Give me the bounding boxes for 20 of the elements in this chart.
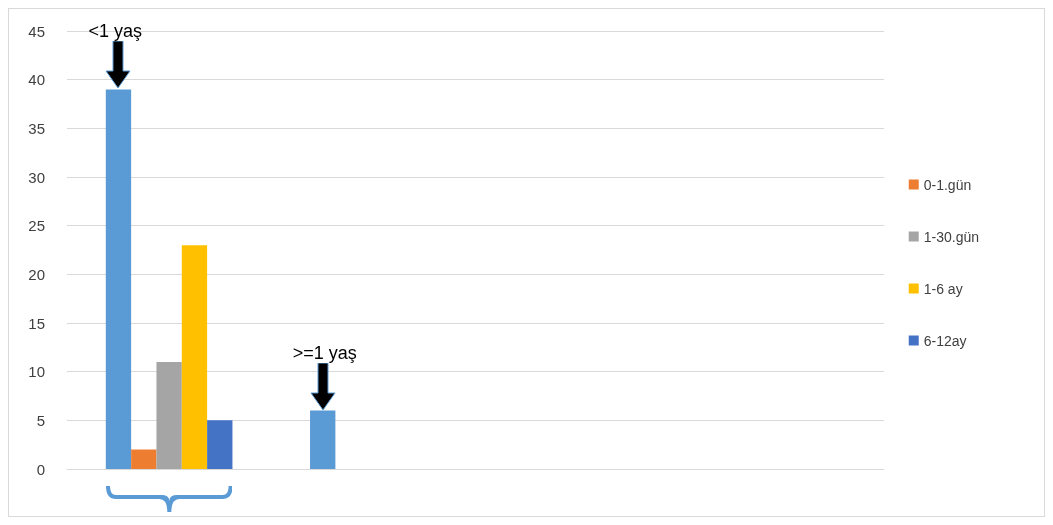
y-tick-label: 30 [28, 168, 45, 186]
bar [207, 420, 233, 469]
y-tick-label: 15 [28, 314, 45, 332]
legend-label: 1-30.gün [923, 228, 980, 245]
legend-label: 0-1.gün [923, 176, 972, 193]
y-tick-label: 10 [28, 363, 45, 381]
legend-label: 1-6 ay [923, 280, 963, 297]
legend-label: 6-12ay [923, 332, 967, 349]
y-tick-label: 45 [28, 22, 45, 40]
y-tick-label: 25 [28, 217, 45, 235]
y-tick-label: 0 [36, 460, 45, 478]
bar [156, 361, 182, 469]
y-tick-label: 20 [28, 265, 45, 283]
annotation: <1 yaş [88, 21, 143, 43]
y-tick-label: 35 [28, 119, 45, 137]
y-tick-label: 5 [36, 411, 45, 429]
bar [181, 245, 208, 469]
bar [131, 449, 157, 469]
annotation: >=1 yaş [292, 342, 357, 364]
y-tick-label: 40 [28, 71, 45, 89]
